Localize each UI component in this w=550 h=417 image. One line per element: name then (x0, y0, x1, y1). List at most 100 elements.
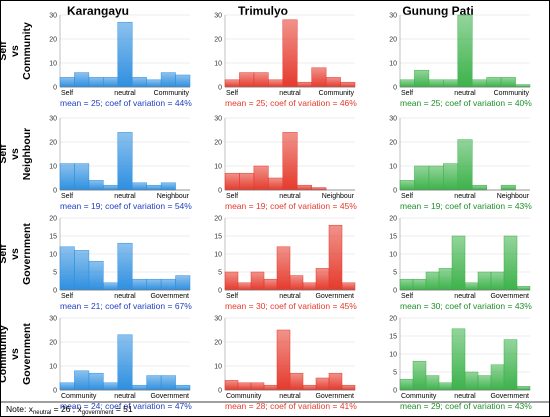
row-label-line: vs (9, 248, 21, 260)
row-label-0: Self vs Community (0, 22, 33, 80)
y-tick-label: 0 (393, 84, 397, 91)
y-tick-label: 0 (393, 287, 397, 294)
row-label-line: vs (9, 348, 21, 360)
bar (117, 21, 133, 88)
y-tick-label: 20 (49, 215, 57, 222)
row-label-line: Self (0, 41, 9, 61)
bar (160, 182, 176, 191)
y-tick-label: 10 (389, 251, 397, 258)
bar (289, 275, 304, 291)
x-label-neutral: neutral (279, 193, 301, 200)
x-label-left: Self (226, 293, 238, 300)
bar (59, 382, 75, 391)
bar (74, 163, 90, 191)
stat-text: mean = 19; coef of variation = 45% (225, 201, 357, 211)
bar (237, 282, 252, 291)
bar (88, 77, 104, 88)
bar (289, 372, 304, 391)
x-label-left: Self (226, 193, 238, 200)
x-label-right: Government (150, 393, 189, 400)
bar (515, 84, 531, 88)
bar (59, 246, 75, 291)
bar (477, 271, 492, 291)
x-label-neutral: neutral (454, 90, 476, 97)
row-label-line: Self (0, 144, 9, 164)
x-label-left: Community (61, 393, 97, 400)
bar (175, 74, 191, 88)
y-tick-label: 15 (49, 233, 57, 240)
stat-text: mean = 24; coef of variation = 47% (60, 401, 192, 411)
x-label-right: Neighbour (322, 193, 355, 200)
bar (117, 334, 133, 391)
bar (328, 372, 343, 391)
x-label-neutral: neutral (454, 293, 476, 300)
note-prefix: Note: (6, 404, 29, 414)
x-label-right: Community (319, 90, 355, 97)
bar (457, 14, 473, 88)
x-label-right: Government (315, 293, 354, 300)
stat-text: mean = 30; coef of variation = 45% (225, 301, 357, 311)
bar (443, 79, 459, 88)
note-symbol: x (29, 404, 34, 414)
bar (131, 278, 147, 291)
x-label-left: Self (61, 293, 73, 300)
bar (311, 187, 327, 191)
y-tick-label: 0 (53, 387, 57, 394)
row-label-line: Government (21, 323, 33, 385)
x-label-left: Community (226, 393, 262, 400)
y-tick-label: 0 (53, 287, 57, 294)
bar (399, 180, 415, 191)
y-tick-label: 0 (218, 84, 222, 91)
bar (239, 172, 255, 191)
bar (146, 79, 162, 88)
x-label-right: Community (154, 90, 190, 97)
bar (146, 184, 162, 191)
bar (296, 81, 312, 88)
note-subscript: neutral (33, 410, 51, 416)
y-tick-label: 30 (214, 115, 222, 122)
bar (457, 139, 473, 191)
bar (340, 81, 356, 88)
y-tick-label: 10 (49, 60, 57, 67)
column-title-karangayu: Karangayu (67, 4, 129, 18)
stat-text: mean = 25; coef of variation = 44% (60, 98, 192, 108)
y-tick-label: 20 (214, 139, 222, 146)
bar (412, 278, 427, 291)
bar (477, 375, 492, 391)
bar (438, 268, 453, 291)
bar (276, 246, 291, 291)
row-label-2: Self vs Government (0, 223, 33, 285)
bar (131, 384, 147, 391)
stat-text: mean = 21; coef of variation = 67% (60, 301, 192, 311)
bar (88, 260, 104, 291)
y-tick-label: 10 (389, 163, 397, 170)
x-label-left: Self (61, 90, 73, 97)
y-tick-label: 0 (53, 187, 57, 194)
stat-text: mean = 30; coef of variation = 43% (400, 301, 532, 311)
x-label-right: Government (490, 393, 529, 400)
bar (414, 165, 430, 191)
y-tick-label: 20 (389, 215, 397, 222)
bar (471, 79, 487, 88)
x-label-neutral: neutral (454, 193, 476, 200)
y-tick-label: 5 (53, 269, 57, 276)
y-tick-label: 30 (214, 12, 222, 19)
bar (268, 177, 284, 191)
row-label-line: vs (9, 45, 21, 57)
x-label-left: Self (401, 90, 413, 97)
y-tick-label: 10 (389, 60, 397, 67)
bar (516, 286, 531, 291)
y-tick-label: 15 (214, 233, 222, 240)
bar (263, 384, 278, 391)
bar (224, 271, 239, 291)
y-tick-label: 20 (214, 339, 222, 346)
bar (428, 165, 444, 191)
row-label-line: Community (21, 22, 33, 80)
x-label-neutral: neutral (114, 393, 136, 400)
